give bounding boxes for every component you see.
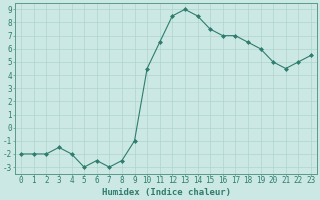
X-axis label: Humidex (Indice chaleur): Humidex (Indice chaleur) bbox=[101, 188, 230, 197]
